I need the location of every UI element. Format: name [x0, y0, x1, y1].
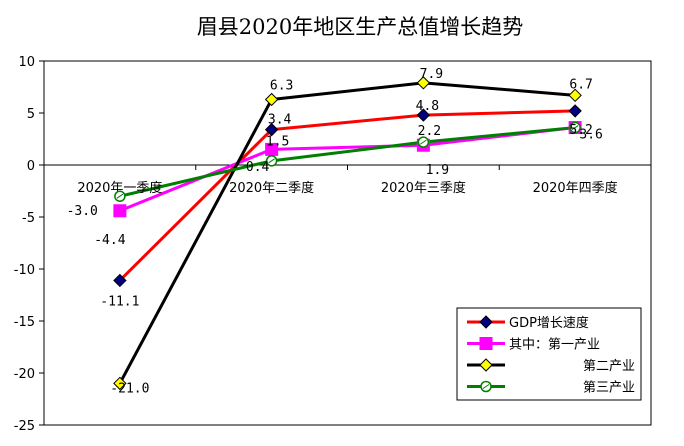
y-tick-label: 5: [27, 107, 35, 122]
y-tick-label: -25: [14, 419, 35, 434]
data-label: 2.2: [418, 124, 441, 139]
series-line: [118, 109, 576, 282]
data-point: [568, 104, 582, 118]
data-point: [113, 376, 127, 391]
plot-frame: [43, 60, 652, 426]
data-label: -3.0: [67, 204, 98, 219]
series-line: [119, 126, 576, 198]
data-point: [479, 337, 493, 350]
x-category-label: 2020年四季度: [533, 180, 618, 196]
y-tick-label: -20: [14, 367, 35, 382]
data-label: -4.4: [94, 233, 125, 248]
chart-title: 眉县2020年地区生产总值增长趋势: [197, 15, 523, 39]
data-point: [264, 122, 279, 137]
y-tick-label: 0: [27, 159, 35, 174]
data-label: 4.8: [416, 99, 439, 114]
y-tick-label: -10: [14, 263, 35, 278]
data-point-detail: [268, 158, 275, 164]
data-label: -11.1: [100, 294, 139, 309]
legend-label: GDP增长速度: [509, 315, 589, 331]
data-point: [416, 76, 431, 90]
data-point: [568, 88, 582, 103]
data-point-detail: [420, 139, 427, 145]
data-point: [416, 108, 431, 122]
series-line: [119, 126, 576, 213]
data-label: 0.4: [246, 160, 270, 175]
x-category-label: 2020年二季度: [229, 180, 314, 196]
data-label: 6.3: [270, 78, 293, 93]
legend-label: 其中：第一产业: [509, 338, 600, 353]
x-category-label: 2020年三季度: [381, 180, 466, 196]
data-point-detail: [116, 193, 124, 199]
data-point: [264, 92, 279, 107]
series-line: [118, 81, 576, 385]
data-label: 7.9: [420, 67, 443, 82]
data-label: 3.4: [268, 113, 292, 128]
data-label: 5.2: [569, 123, 592, 138]
legend-label: 第二产业: [583, 359, 635, 374]
plot-area: -25 -20 -15 -10 -5 0 5 10 2020年一季度 2020年二季度 2020年三…: [14, 55, 652, 434]
data-label: 1.9: [426, 163, 449, 178]
data-label: 3.6: [579, 128, 602, 143]
y-tick-label: -5: [22, 211, 35, 226]
legend-label: 第三产业: [583, 381, 635, 396]
data-point: [113, 204, 127, 218]
x-category-label: 2020年一季度: [77, 180, 162, 196]
data-label: 1.5: [266, 134, 289, 149]
data-point: [113, 273, 127, 288]
data-label: 6.7: [569, 77, 592, 92]
data-point-detail: [571, 125, 579, 130]
data-point-detail: [482, 384, 490, 389]
y-tick-label: 10: [18, 55, 35, 70]
data-point: [479, 358, 493, 372]
data-label: -21.0: [110, 381, 149, 396]
y-tick-label: -15: [14, 315, 35, 330]
data-point: [479, 315, 493, 329]
